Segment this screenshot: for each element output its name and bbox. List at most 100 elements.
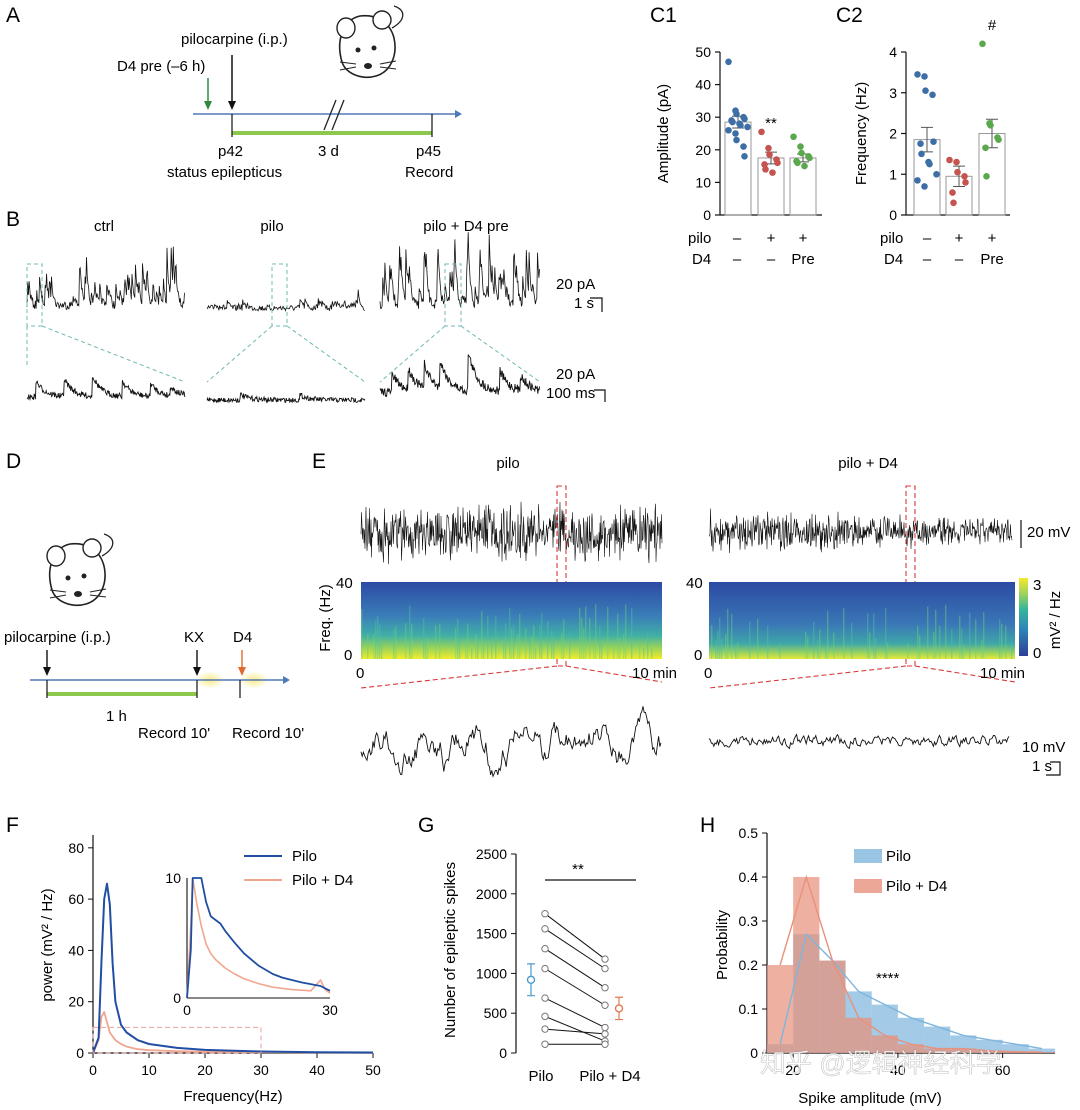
histogram-bar [793, 877, 820, 1053]
spectrogram-streak [927, 606, 929, 659]
panel-a-p45: p45 [416, 143, 441, 160]
svg-text:–: – [923, 251, 932, 268]
panel-b-scale-top: 20 pA 1 s [556, 276, 603, 312]
watermark: 知乎 @逻辑神经科学 [760, 1048, 1002, 1078]
data-point [601, 955, 609, 963]
data-point [917, 140, 924, 147]
y-axis-label: Amplitude (pA) [655, 84, 672, 183]
legend-label: Pilo [886, 848, 911, 865]
data-point [601, 1040, 609, 1048]
panel-a-drug-label: pilocarpine (i.p.) [181, 31, 288, 48]
svg-text:+: + [955, 230, 964, 247]
panel-label-f: F [6, 814, 19, 837]
panel-e-cbar-max: 3 [1033, 577, 1041, 594]
data-point [601, 964, 609, 973]
spectrogram-streak [961, 627, 963, 659]
y-tick-label: 2500 [476, 846, 507, 862]
panel-f-chart: 0 10 20 30 40 50 0 20 40 60 80 Frequency(Hz) power (… [39, 835, 381, 1105]
spectrogram-streak [561, 632, 563, 659]
spectrogram-streak [825, 646, 827, 659]
x-category-label: Pilo + D4 [579, 1068, 640, 1085]
data-point [766, 151, 773, 158]
data-point [744, 123, 751, 131]
data-point [761, 161, 768, 168]
spectrogram-streak [563, 619, 565, 659]
svg-text:D4: D4 [692, 251, 711, 268]
spectrogram-streak [483, 644, 485, 659]
spectrogram-streak [517, 634, 519, 659]
y-tick-label: 2 [889, 126, 897, 142]
spectrogram-streak [531, 635, 533, 659]
data-point [922, 87, 929, 95]
svg-text:+: + [799, 230, 808, 247]
y-tick-label: 50 [695, 44, 711, 60]
y-tick-label: 80 [68, 840, 84, 856]
y-axis-label: Number of epileptic spikes [442, 862, 459, 1038]
spectrogram-streak [381, 644, 383, 659]
panel-a-record: Record [405, 164, 453, 181]
paired-line [544, 968, 606, 1006]
spectrogram-streak [975, 619, 977, 659]
data-point [541, 1012, 549, 1021]
svg-text:100 ms: 100 ms [546, 385, 595, 402]
data-point [758, 128, 765, 136]
spectrogram-streak [491, 642, 493, 659]
panel-label-g: G [418, 814, 434, 837]
mean-point [526, 975, 536, 984]
x-tick-label: 60 [995, 1062, 1011, 1078]
data-point [601, 1023, 609, 1032]
y-tick-label: 30 [695, 109, 711, 125]
spectrogram-streak [715, 640, 717, 659]
spectrogram-streak [589, 618, 591, 659]
legend-swatch [854, 849, 882, 863]
inset-x-tick-label: 30 [322, 1002, 338, 1018]
svg-text:20 mV: 20 mV [1027, 524, 1070, 541]
data-point [914, 71, 921, 78]
y-tick-label: 0.5 [739, 825, 759, 841]
spectrogram-streak [379, 624, 381, 659]
spectrogram-streak [465, 639, 467, 659]
y-tick-label: 500 [484, 1005, 508, 1021]
spectrogram-streak [375, 620, 377, 659]
panel-a-pre-label: D4 pre (–6 h) [117, 58, 205, 75]
significance-marker: ** [765, 115, 777, 132]
trace-pilo-d4-overview [379, 232, 540, 310]
spectrogram-streak [817, 640, 819, 659]
spectrogram-streak [425, 636, 427, 659]
panel-a-timeline [193, 55, 462, 137]
spectrogram-streak [361, 609, 363, 659]
svg-text:10 mV: 10 mV [1022, 739, 1065, 756]
y-tick-label: 1000 [476, 965, 507, 981]
inset-y-tick-label: 0 [173, 990, 181, 1006]
spectrogram-streak [719, 617, 721, 659]
data-point [921, 183, 928, 190]
histogram-bar [950, 1048, 977, 1053]
spectrogram-streak [481, 611, 483, 659]
data-point [774, 159, 781, 167]
paired-line [544, 948, 606, 989]
data-point [797, 143, 804, 150]
data-point [541, 1040, 549, 1048]
data-point [961, 172, 968, 180]
data-point [541, 945, 549, 953]
spectrogram-streak [553, 636, 555, 659]
zoom-box-b-1 [271, 263, 288, 327]
panel-g-chart: 0 500 1000 1500 2000 2500 Number of epileptic … [442, 846, 641, 1085]
panel-h-chart: 0 0.1 0.2 0.3 0.4 0.5 20 40 60 Spike amplitude (m… [714, 825, 1055, 1107]
data-point [921, 73, 928, 80]
svg-text:20 pA: 20 pA [556, 276, 595, 293]
y-tick-label: 20 [695, 142, 711, 158]
spectrogram-streak [525, 628, 527, 659]
panel-e-spectrogram-d4 [709, 582, 1015, 659]
trace-ctrl-zoom [26, 377, 186, 401]
panel-e-spectrogram-pilo [361, 582, 662, 659]
data-point [929, 91, 936, 99]
spectrogram-streak [581, 617, 583, 659]
panel-d-duration: 1 h [106, 708, 127, 725]
trace-pilo-d4-zoom [379, 354, 541, 398]
spectrogram-streak [583, 628, 585, 659]
spectrogram-streak [533, 625, 535, 659]
data-point [987, 122, 994, 129]
x-tick-label: 40 [309, 1062, 325, 1078]
inset-series-pilo [186, 877, 331, 999]
